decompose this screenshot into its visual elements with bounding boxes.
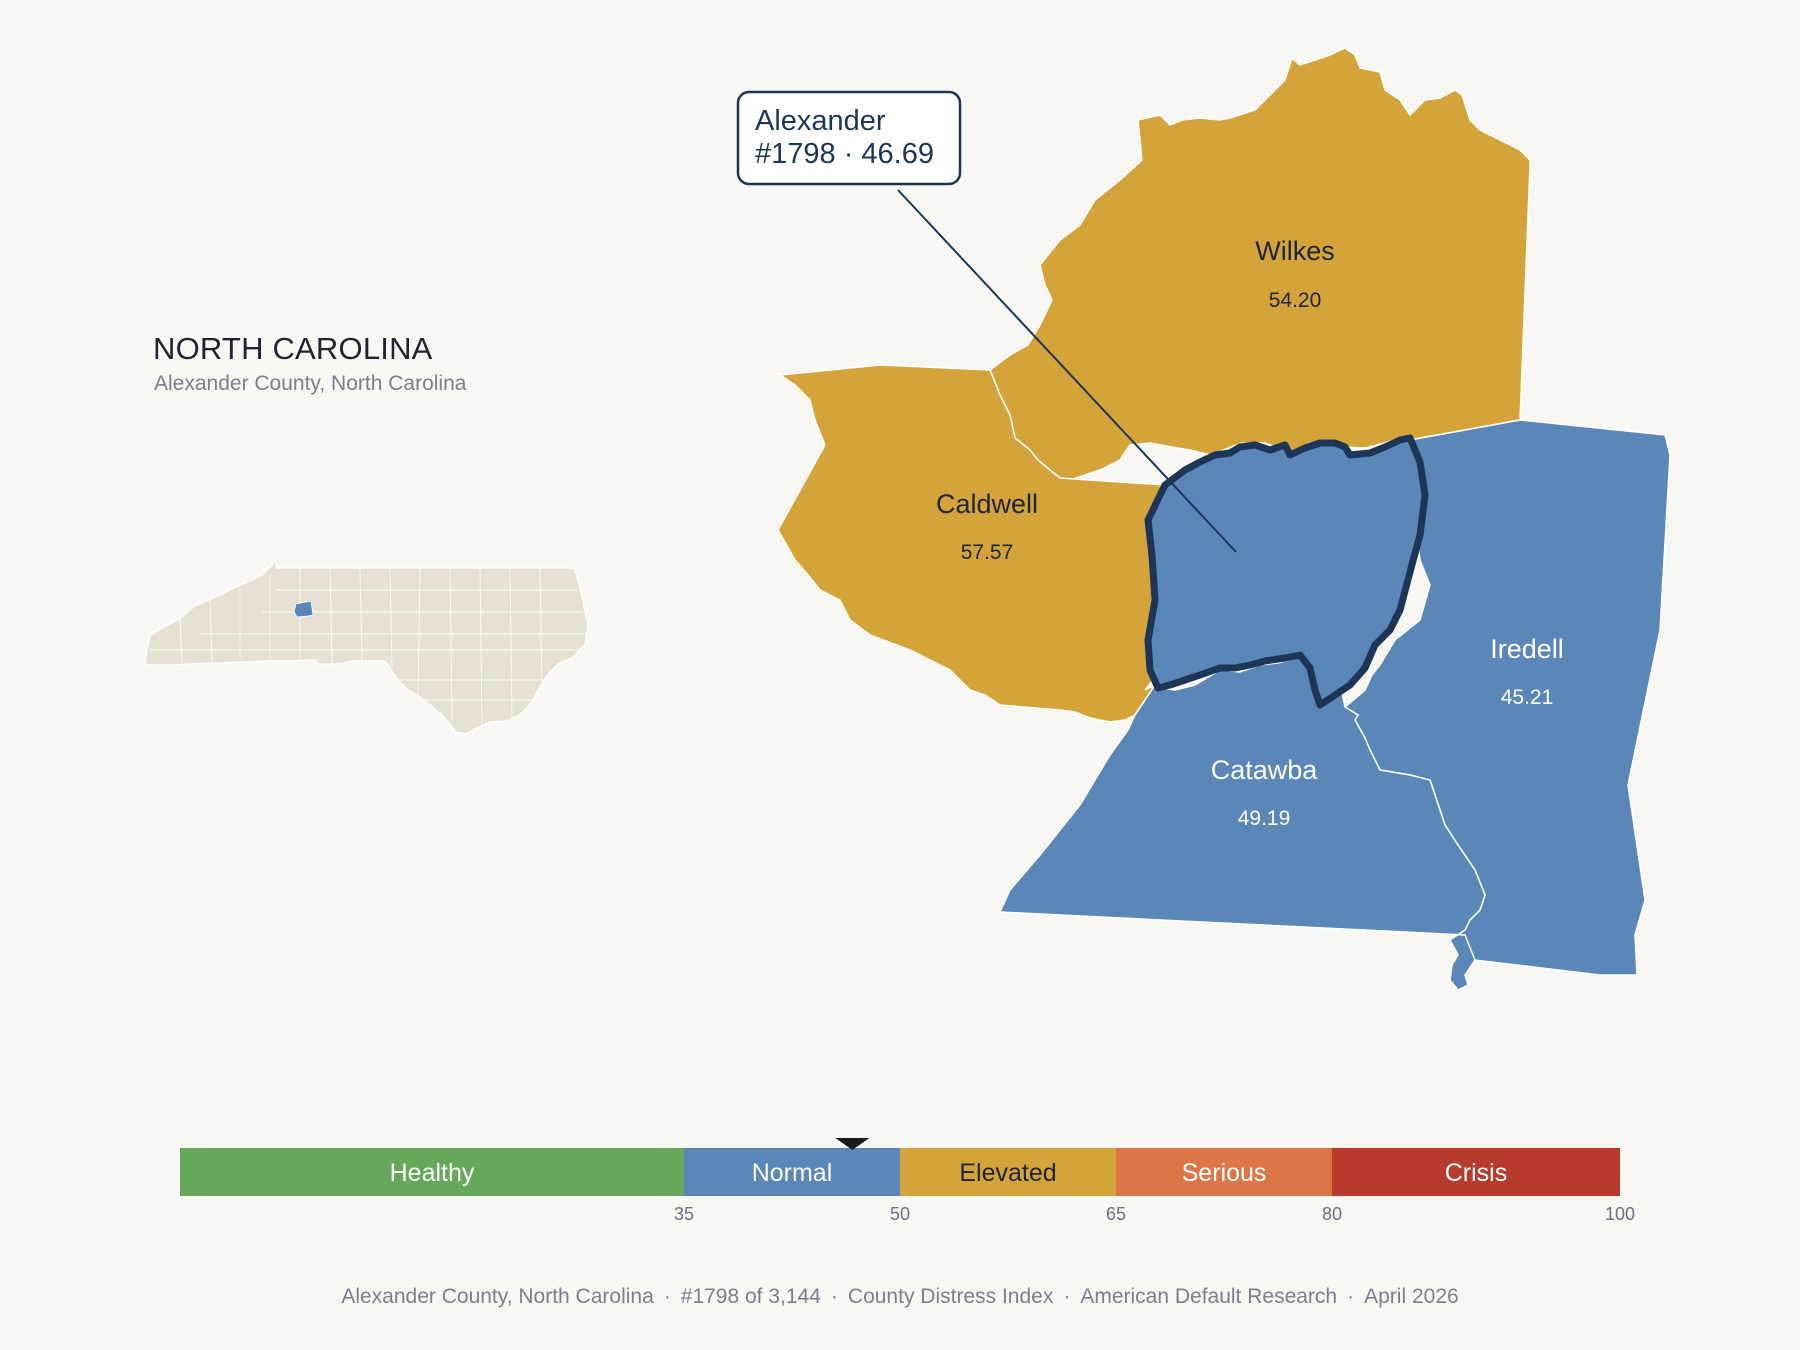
footer-source: American Default Research (1080, 1285, 1338, 1308)
county-wilkes (989, 47, 1531, 481)
county-label-caldwell: Caldwell (936, 489, 1038, 519)
legend-segment-serious (1116, 1148, 1332, 1196)
legend-label-elevated: Elevated (959, 1159, 1056, 1187)
callout-box (736, 90, 962, 186)
county-labels: Wilkes 54.20 Caldwell 57.57 Iredell 45.2… (936, 236, 1564, 830)
county-value-iredell: 45.21 (1501, 686, 1554, 709)
legend-segment-healthy (180, 1148, 684, 1196)
callout-rank-score: #1798 · 46.69 (755, 138, 934, 170)
inset-county-lines (150, 567, 588, 727)
legend-label-crisis: Crisis (1445, 1159, 1508, 1187)
legend-tick-65: 65 (1106, 1204, 1126, 1224)
county-label-catawba: Catawba (1211, 755, 1319, 785)
legend-tick-35: 35 (674, 1204, 694, 1224)
legend-segment-normal (684, 1148, 900, 1196)
county-label-wilkes: Wilkes (1255, 236, 1335, 266)
state-subtitle: Alexander County, North Carolina (154, 372, 467, 395)
county-catawba (998, 654, 1486, 991)
county-alexander[interactable] (1144, 434, 1429, 709)
inset-alexander-highlight (293, 600, 314, 618)
legend-segment-elevated (900, 1148, 1116, 1196)
legend-ticks: 35 50 65 80 100 (674, 1204, 1635, 1224)
county-map (777, 47, 1671, 991)
footer: Alexander County, North Carolina · #1798 o… (341, 1285, 1459, 1308)
county-value-caldwell: 57.57 (961, 541, 1014, 564)
legend-scale: Healthy Normal Elevated Serious Crisis 35 50 6… (180, 1138, 1635, 1224)
current-value-marker (835, 1138, 870, 1150)
legend-label-healthy: Healthy (390, 1159, 475, 1187)
state-title: NORTH CAROLINA (153, 331, 433, 366)
county-value-catawba: 49.19 (1238, 807, 1291, 830)
county-caldwell (777, 364, 1167, 723)
legend-tick-100: 100 (1605, 1204, 1635, 1224)
footer-date: April 2026 (1364, 1285, 1459, 1308)
callout-leader-line (897, 189, 1237, 553)
footer-county: Alexander County, North Carolina (341, 1285, 654, 1308)
callout-county-name: Alexander (755, 105, 886, 137)
county-value-wilkes: 54.20 (1269, 289, 1322, 312)
callout: Alexander #1798 · 46.69 (736, 90, 1237, 553)
legend-tick-50: 50 (890, 1204, 910, 1224)
legend-tick-80: 80 (1322, 1204, 1342, 1224)
legend-label-normal: Normal (752, 1159, 833, 1187)
footer-index-name: County Distress Index (847, 1285, 1054, 1308)
legend-segment-crisis (1332, 1148, 1620, 1196)
inset-state-shape (144, 558, 589, 735)
footer-rank: #1798 of 3,144 (680, 1285, 821, 1308)
legend-segments: Healthy Normal Elevated Serious Crisis (180, 1148, 1620, 1196)
county-label-iredell: Iredell (1490, 634, 1564, 664)
legend-label-serious: Serious (1182, 1159, 1267, 1187)
inset-state-map (144, 558, 589, 735)
